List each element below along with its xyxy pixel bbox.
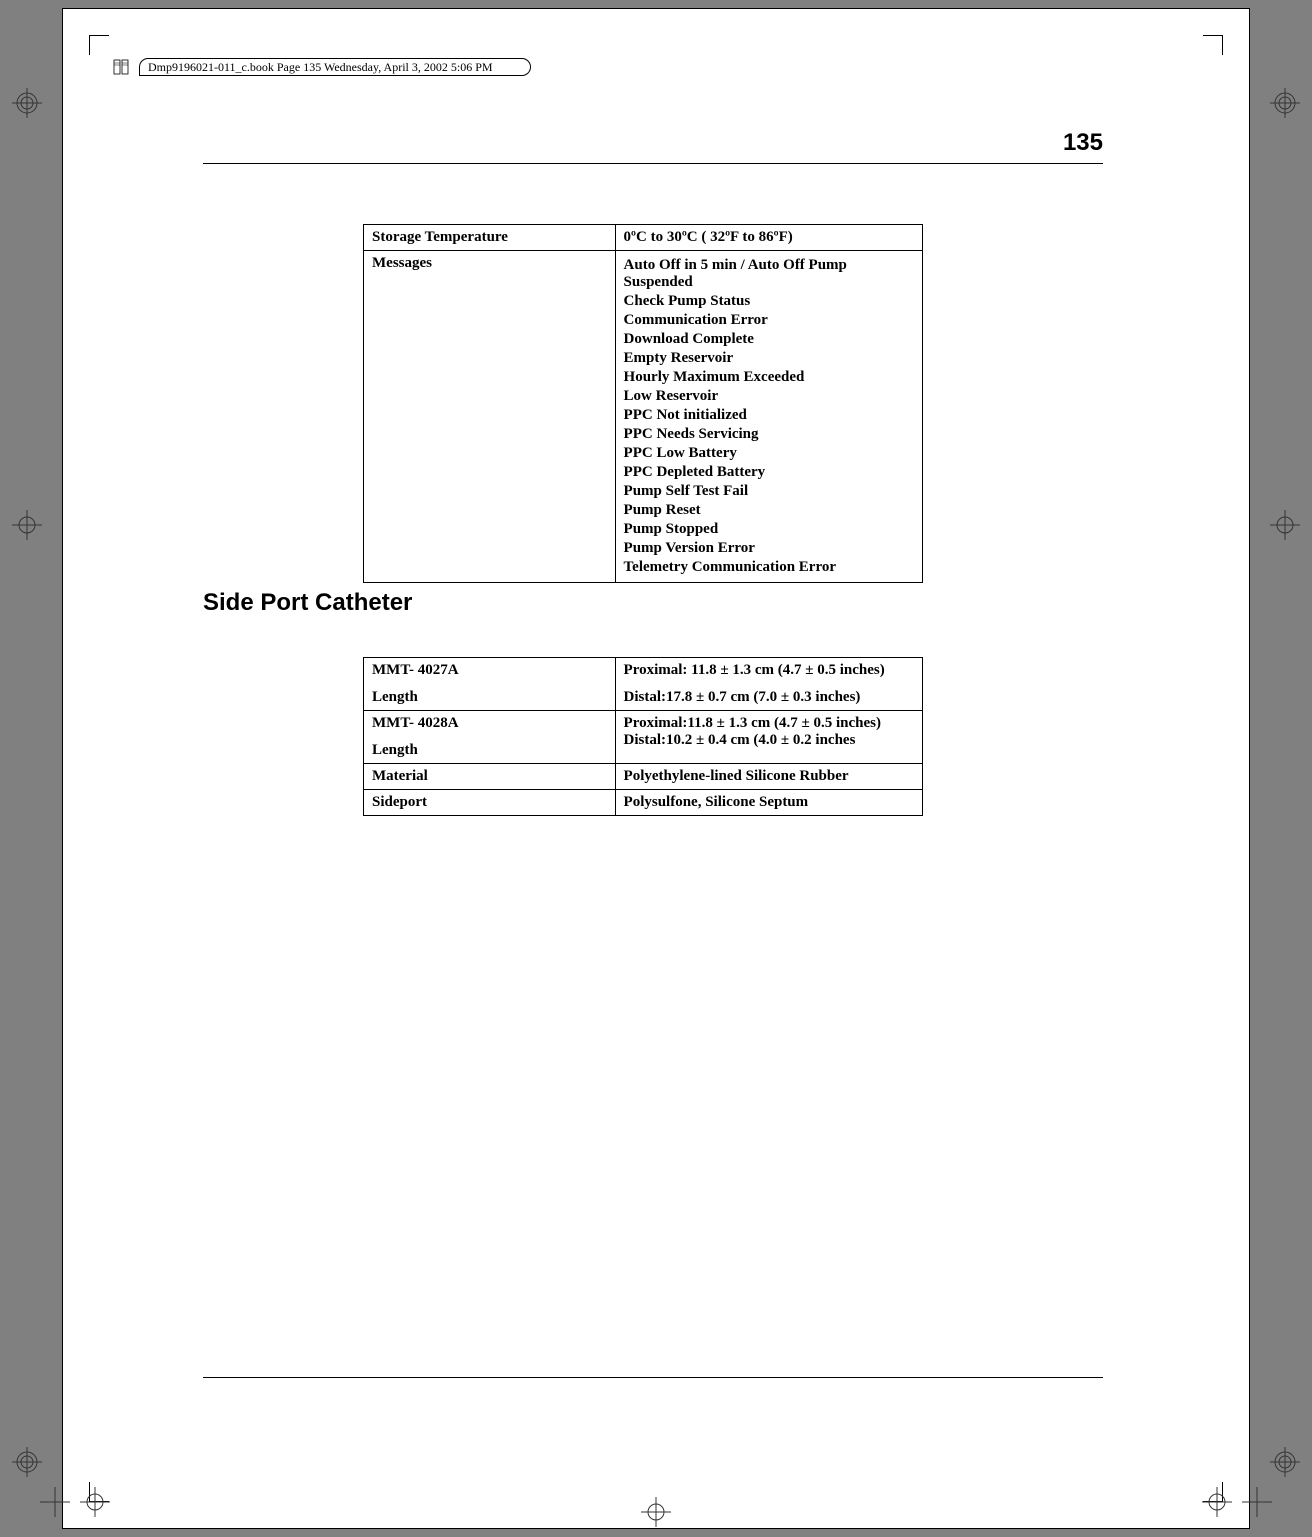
- value-line: Proximal:11.8 ± 1.3 cm (4.7 ± 0.5 inches…: [624, 715, 914, 732]
- spec-label: MMT- 4027A Length: [364, 658, 616, 711]
- registration-mark-icon: [40, 1487, 70, 1517]
- message-line: PPC Depleted Battery: [624, 464, 914, 481]
- registration-mark-icon: [1270, 510, 1300, 540]
- table-row: Messages Auto Off in 5 min / Auto Off Pu…: [364, 251, 923, 583]
- table-row: Sideport Polysulfone, Silicone Septum: [364, 790, 923, 816]
- header-strip: Dmp9196021-011_c.book Page 135 Wednesday…: [111, 57, 531, 77]
- content-area: 135 Storage Temperature 0ºC to 30ºC ( 32…: [203, 129, 1103, 816]
- message-line: Check Pump Status: [624, 293, 914, 310]
- message-line: Download Complete: [624, 331, 914, 348]
- registration-mark-icon: [80, 1487, 110, 1517]
- registration-mark-icon: [1202, 1487, 1232, 1517]
- spec-label: Storage Temperature: [364, 225, 616, 251]
- registration-mark-icon: [12, 510, 42, 540]
- message-line: Low Reservoir: [624, 388, 914, 405]
- value-line: Proximal: 11.8 ± 1.3 cm (4.7 ± 0.5 inche…: [624, 662, 914, 679]
- message-line: Pump Version Error: [624, 540, 914, 557]
- page-number: 135: [203, 129, 1103, 157]
- message-line: PPC Not initialized: [624, 407, 914, 424]
- registration-mark-icon: [12, 1447, 42, 1477]
- section-heading: Side Port Catheter: [203, 589, 1103, 617]
- spec-value: 0ºC to 30ºC ( 32ºF to 86ºF): [615, 225, 922, 251]
- registration-mark-icon: [12, 88, 42, 118]
- spec-value: Proximal:11.8 ± 1.3 cm (4.7 ± 0.5 inches…: [615, 711, 922, 764]
- spec-value: Polysulfone, Silicone Septum: [615, 790, 922, 816]
- message-line: Pump Stopped: [624, 521, 914, 538]
- message-line: PPC Low Battery: [624, 445, 914, 462]
- spec-table-2: MMT- 4027A Length Proximal: 11.8 ± 1.3 c…: [363, 657, 923, 816]
- page: Dmp9196021-011_c.book Page 135 Wednesday…: [62, 8, 1250, 1529]
- spec-table-1: Storage Temperature 0ºC to 30ºC ( 32ºF t…: [363, 224, 923, 583]
- label-line: Length: [372, 742, 607, 759]
- value-line: Distal:10.2 ± 0.4 cm (4.0 ± 0.2 inches: [624, 732, 914, 749]
- message-line: Communication Error: [624, 312, 914, 329]
- value-line: Distal:17.8 ± 0.7 cm (7.0 ± 0.3 inches): [624, 689, 914, 706]
- registration-mark-icon: [1270, 1447, 1300, 1477]
- message-line: Empty Reservoir: [624, 350, 914, 367]
- message-line: Auto Off in 5 min / Auto Off Pump Suspen…: [624, 257, 914, 291]
- message-line: Pump Self Test Fail: [624, 483, 914, 500]
- header-text: Dmp9196021-011_c.book Page 135 Wednesday…: [139, 58, 531, 76]
- spec-label: Material: [364, 764, 616, 790]
- spec-value: Proximal: 11.8 ± 1.3 cm (4.7 ± 0.5 inche…: [615, 658, 922, 711]
- label-line: MMT- 4028A: [372, 715, 607, 732]
- label-line: Length: [372, 689, 607, 706]
- registration-mark-icon: [1242, 1487, 1272, 1517]
- book-icon: [111, 57, 131, 77]
- table-row: Material Polyethylene-lined Silicone Rub…: [364, 764, 923, 790]
- spec-value: Polyethylene-lined Silicone Rubber: [615, 764, 922, 790]
- spec-label: Sideport: [364, 790, 616, 816]
- message-line: Telemetry Communication Error: [624, 559, 914, 576]
- registration-mark-icon: [641, 1497, 671, 1527]
- spec-label: Messages: [364, 251, 616, 583]
- rule-top: [203, 163, 1103, 164]
- crop-mark-tl: [89, 35, 109, 55]
- crop-mark-tr: [1203, 35, 1223, 55]
- label-line: MMT- 4027A: [372, 662, 607, 679]
- table-row: MMT- 4028A Length Proximal:11.8 ± 1.3 cm…: [364, 711, 923, 764]
- table-row: Storage Temperature 0ºC to 30ºC ( 32ºF t…: [364, 225, 923, 251]
- message-line: Pump Reset: [624, 502, 914, 519]
- spec-value-messages: Auto Off in 5 min / Auto Off Pump Suspen…: [615, 251, 922, 583]
- message-line: PPC Needs Servicing: [624, 426, 914, 443]
- table-row: MMT- 4027A Length Proximal: 11.8 ± 1.3 c…: [364, 658, 923, 711]
- message-line: Hourly Maximum Exceeded: [624, 369, 914, 386]
- spec-label: MMT- 4028A Length: [364, 711, 616, 764]
- rule-bottom: [203, 1377, 1103, 1378]
- registration-mark-icon: [1270, 88, 1300, 118]
